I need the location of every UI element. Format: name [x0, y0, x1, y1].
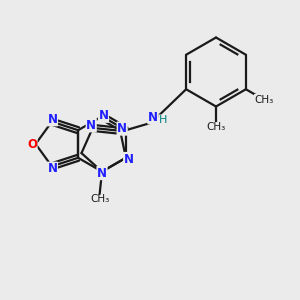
Text: CH₃: CH₃ — [90, 194, 109, 204]
Text: N: N — [86, 119, 96, 132]
Text: N: N — [98, 109, 109, 122]
Text: N: N — [117, 122, 127, 135]
Text: H: H — [159, 115, 167, 125]
Text: CH₃: CH₃ — [254, 95, 274, 105]
Text: N: N — [124, 152, 134, 166]
Text: N: N — [47, 113, 57, 126]
Text: N: N — [47, 162, 57, 175]
Text: CH₃: CH₃ — [206, 122, 226, 133]
Text: O: O — [27, 137, 37, 151]
Text: N: N — [97, 167, 107, 180]
Text: N: N — [148, 111, 158, 124]
